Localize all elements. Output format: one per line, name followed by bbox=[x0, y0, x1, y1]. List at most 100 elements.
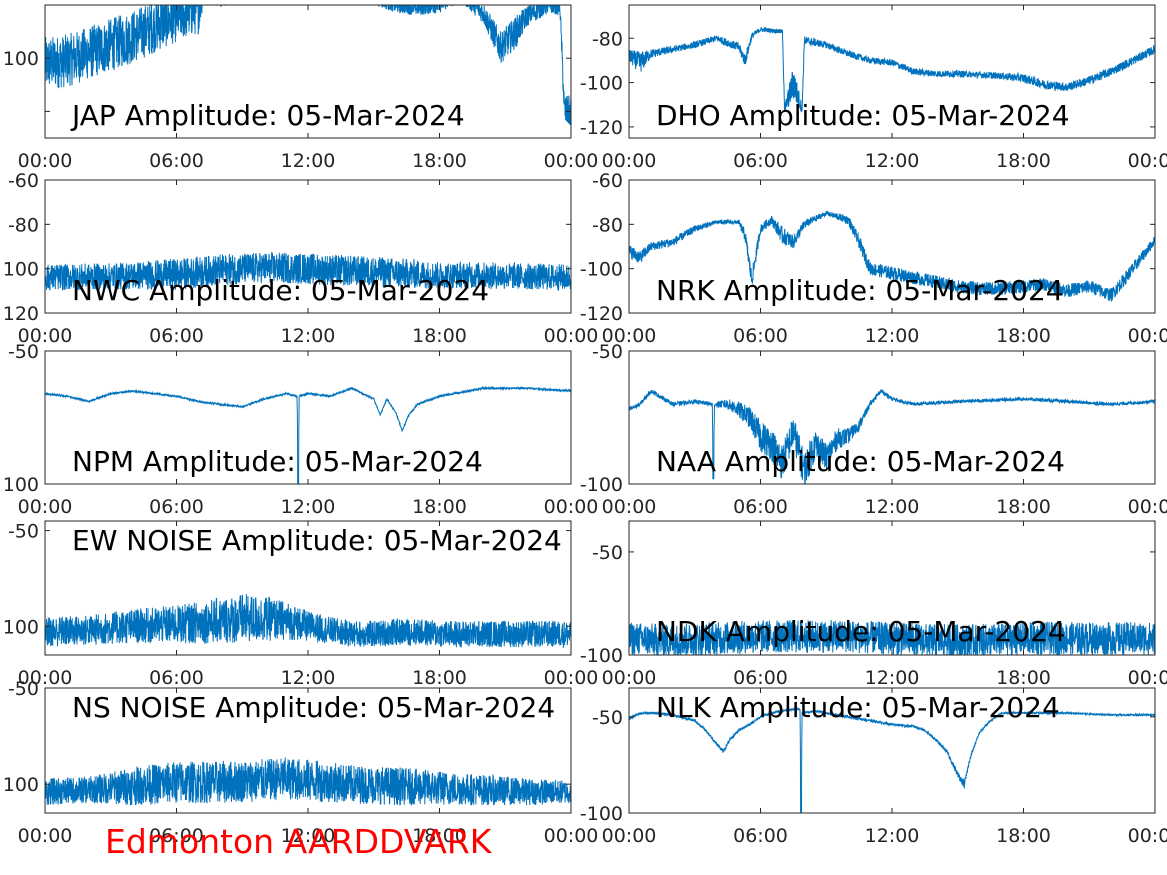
x-tick-label: 06:00 bbox=[149, 496, 204, 518]
panel-title-naa: NAA Amplitude: 05-Mar-2024 bbox=[656, 445, 1065, 478]
x-tick-label: 18:00 bbox=[996, 325, 1051, 347]
series-line-jap bbox=[45, 5, 571, 126]
panel-title-ew-noise: EW NOISE Amplitude: 05-Mar-2024 bbox=[72, 524, 562, 557]
y-tick-label: -50 bbox=[592, 341, 623, 363]
x-tick-label: 12:00 bbox=[281, 825, 336, 847]
x-tick-label: 00:00 bbox=[1128, 325, 1167, 347]
x-tick-label: 00:00 bbox=[18, 667, 73, 689]
y-tick-label: -80 bbox=[592, 214, 623, 236]
y-tick-label: -60 bbox=[8, 170, 39, 192]
x-tick-label: 00:00 bbox=[544, 496, 599, 518]
x-tick-label: 00:00 bbox=[602, 667, 657, 689]
x-tick-label: 00:00 bbox=[1128, 825, 1167, 847]
panel-title-nlk: NLK Amplitude: 05-Mar-2024 bbox=[656, 691, 1060, 724]
series-line-nlk bbox=[629, 706, 1155, 813]
y-tick-label: -100 bbox=[580, 474, 623, 496]
y-tick-label: 100 bbox=[3, 259, 39, 281]
panel-title-npm: NPM Amplitude: 05-Mar-2024 bbox=[72, 445, 483, 478]
x-tick-label: 06:00 bbox=[733, 325, 788, 347]
x-tick-label: 00:00 bbox=[602, 496, 657, 518]
series-line-nrk bbox=[629, 209, 1155, 302]
x-tick-label: 18:00 bbox=[996, 825, 1051, 847]
y-tick-label: -100 bbox=[580, 259, 623, 281]
panel-ns-noise: 100 -50 00:00 06:00 12:00 18:00 00:00 NS NOISE … bbox=[3, 678, 599, 847]
x-tick-label: 18:00 bbox=[996, 667, 1051, 689]
x-tick-label: 12:00 bbox=[865, 150, 920, 172]
y-tick-label: -80 bbox=[8, 214, 39, 236]
panel-title-nwc: NWC Amplitude: 05-Mar-2024 bbox=[72, 274, 489, 307]
x-tick-label: 00:00 bbox=[1128, 496, 1167, 518]
x-tick-label: 00:00 bbox=[18, 150, 73, 172]
x-tick-label: 06:00 bbox=[733, 667, 788, 689]
panel-dho: -120 -100 -80 00:00 06:00 12:00 18:00 00:00 DHO … bbox=[580, 4, 1167, 172]
x-tick-label: 18:00 bbox=[412, 150, 467, 172]
x-tick-label: 00:00 bbox=[18, 496, 73, 518]
y-tick-label: -100 bbox=[580, 73, 623, 95]
x-tick-label: 18:00 bbox=[412, 325, 467, 347]
y-tick-label: -50 bbox=[8, 678, 39, 700]
x-tick-label: 18:00 bbox=[412, 496, 467, 518]
x-tick-label: 06:00 bbox=[733, 150, 788, 172]
x-tick-label: 12:00 bbox=[865, 667, 920, 689]
panel-title-jap: JAP Amplitude: 05-Mar-2024 bbox=[70, 99, 465, 132]
x-tick-label: 00:00 bbox=[544, 825, 599, 847]
panel-title-dho: DHO Amplitude: 05-Mar-2024 bbox=[656, 99, 1070, 132]
panel-ndk: -100 -50 00:00 06:00 12:00 18:00 00:00 NDK Ampl… bbox=[580, 520, 1167, 689]
y-tick-label: -60 bbox=[592, 170, 623, 192]
x-tick-label: 00:00 bbox=[18, 825, 73, 847]
series-line-ns-noise bbox=[45, 757, 571, 806]
x-tick-label: 00:00 bbox=[602, 825, 657, 847]
x-tick-label: 00:00 bbox=[1128, 667, 1167, 689]
x-tick-label: 06:00 bbox=[149, 325, 204, 347]
panel-ew-noise: 100 -50 00:00 06:00 12:00 18:00 00:00 EW NOISE … bbox=[3, 520, 599, 689]
x-tick-label: 06:00 bbox=[733, 496, 788, 518]
x-tick-label: 06:00 bbox=[733, 825, 788, 847]
y-tick-label: -80 bbox=[592, 28, 623, 50]
y-tick-label: -50 bbox=[592, 542, 623, 564]
x-tick-label: 06:00 bbox=[149, 150, 204, 172]
x-tick-label: 00:00 bbox=[544, 325, 599, 347]
x-tick-label: 12:00 bbox=[865, 496, 920, 518]
panel-nrk: -120 -100 -80 -60 00:00 06:00 12:00 18:00 00:00 N… bbox=[580, 170, 1167, 347]
footer-label: Edmonton AARDDVARK bbox=[105, 822, 493, 861]
series-line-naa bbox=[629, 389, 1155, 484]
x-tick-label: 00:00 bbox=[1128, 150, 1167, 172]
y-tick-label: -50 bbox=[8, 341, 39, 363]
panel-title-ndk: NDK Amplitude: 05-Mar-2024 bbox=[656, 615, 1066, 648]
y-tick-label: -50 bbox=[592, 707, 623, 729]
panel-nwc: 120 100 -80 -60 00:00 06:00 12:00 18:00 00:00 NWC… bbox=[3, 170, 599, 347]
y-tick-label: 100 bbox=[3, 774, 39, 796]
x-tick-label: 00:00 bbox=[602, 325, 657, 347]
x-tick-label: 12:00 bbox=[281, 667, 336, 689]
panel-title-nrk: NRK Amplitude: 05-Mar-2024 bbox=[656, 274, 1064, 307]
x-tick-label: 00:00 bbox=[544, 150, 599, 172]
panel-naa: -100 -50 00:00 06:00 12:00 18:00 00:00 NAA Ampl… bbox=[580, 341, 1167, 518]
x-tick-label: 06:00 bbox=[149, 667, 204, 689]
series-line-nwc bbox=[45, 251, 571, 291]
x-tick-label: 18:00 bbox=[412, 667, 467, 689]
x-tick-label: 18:00 bbox=[996, 496, 1051, 518]
series-line-dho bbox=[629, 26, 1155, 113]
panel-npm: 100 -50 00:00 06:00 12:00 18:00 00:00 NPM Ampli… bbox=[3, 341, 599, 518]
y-tick-label: 120 bbox=[3, 303, 39, 325]
x-tick-label: 06:00 bbox=[149, 825, 204, 847]
y-tick-label: -50 bbox=[8, 521, 39, 543]
y-tick-label: 100 bbox=[3, 616, 39, 638]
x-tick-label: 00:00 bbox=[18, 325, 73, 347]
y-tick-label: -120 bbox=[580, 303, 623, 325]
x-tick-label: 12:00 bbox=[281, 496, 336, 518]
y-tick-label: 100 bbox=[3, 48, 39, 70]
x-tick-label: 18:00 bbox=[996, 150, 1051, 172]
panel-jap: 100 00:00 06:00 12:00 18:00 00:00 JAP Amplitud… bbox=[3, 4, 599, 172]
panel-nlk: -100 -50 00:00 06:00 12:00 18:00 00:00 NLK Ampl… bbox=[580, 687, 1167, 847]
y-tick-label: 100 bbox=[3, 474, 39, 496]
y-tick-label: -100 bbox=[580, 803, 623, 825]
y-tick-label: -120 bbox=[580, 117, 623, 139]
series-line-npm bbox=[45, 385, 571, 484]
x-tick-label: 00:00 bbox=[544, 667, 599, 689]
x-tick-label: 00:00 bbox=[602, 150, 657, 172]
x-tick-label: 12:00 bbox=[865, 825, 920, 847]
